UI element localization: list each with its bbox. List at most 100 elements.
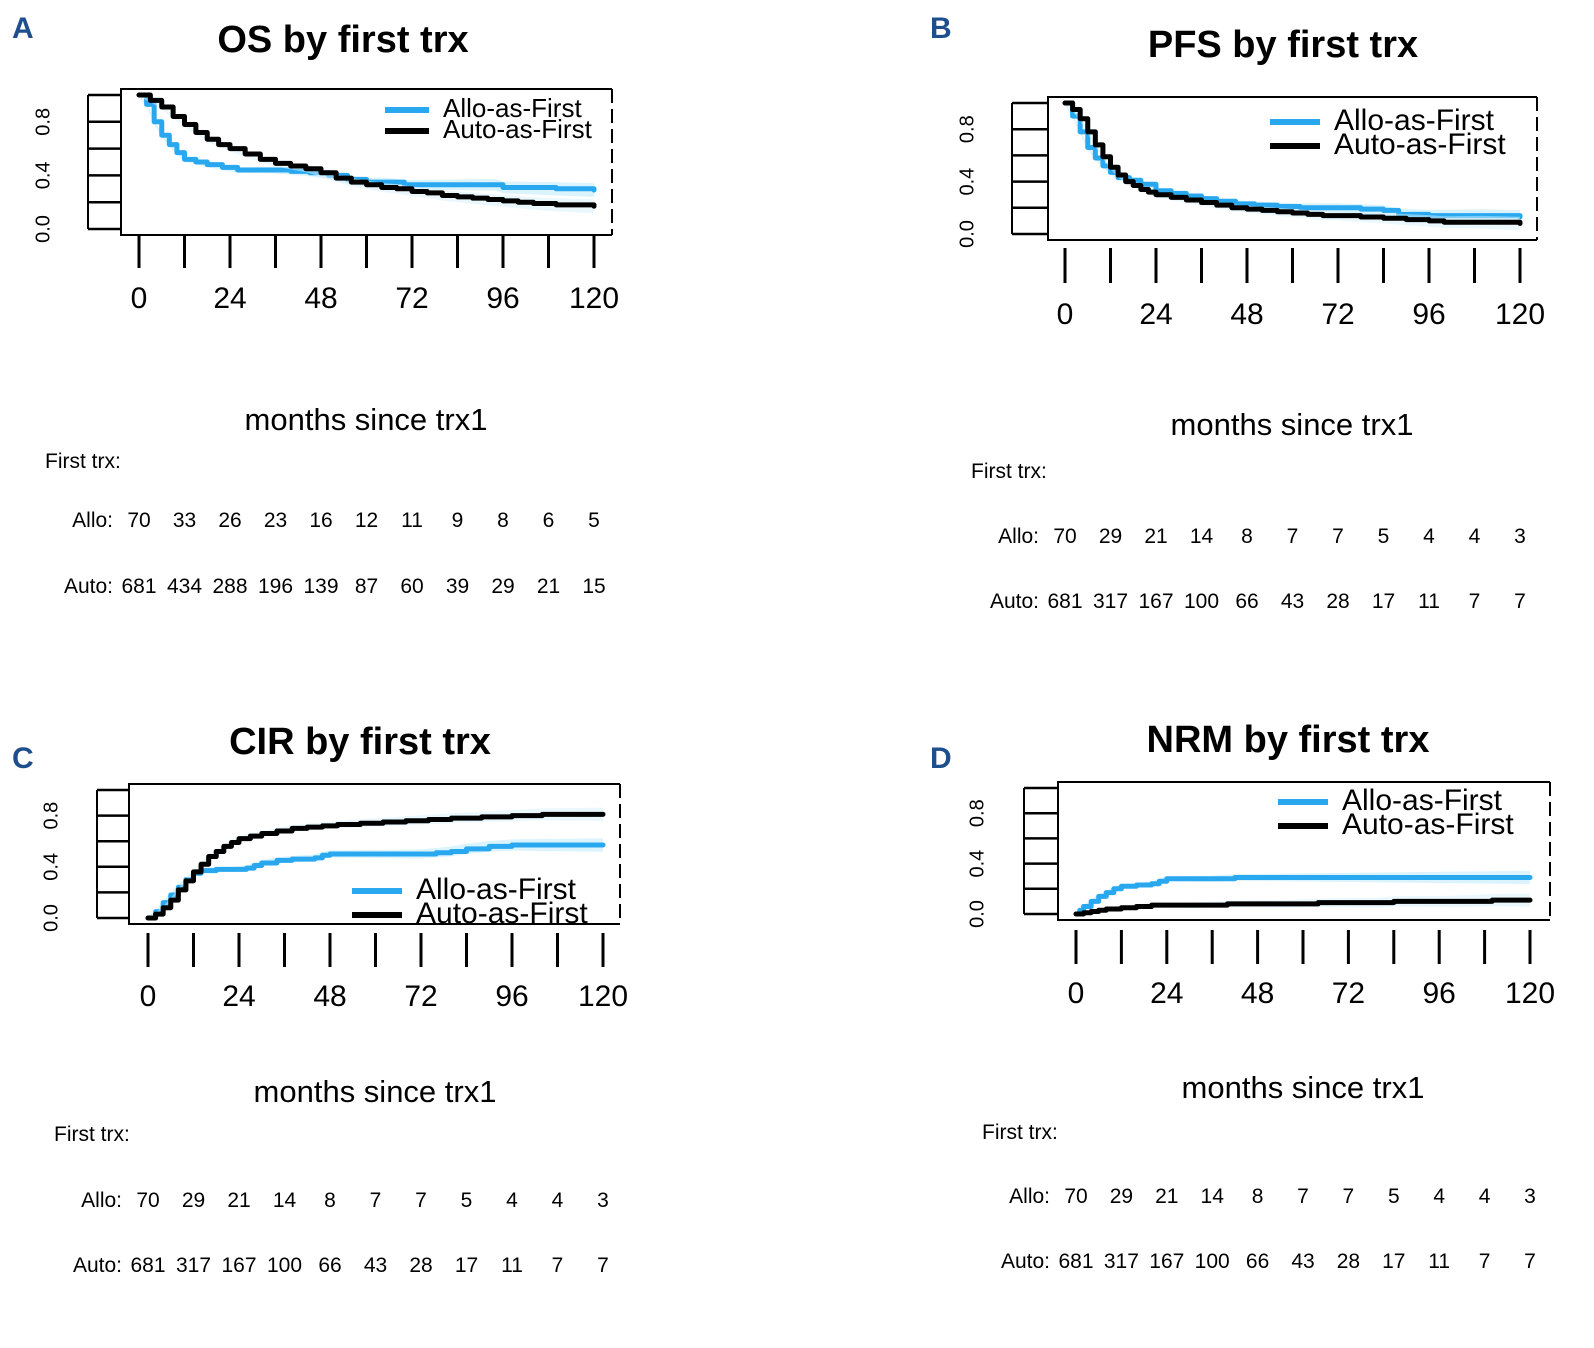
risk-count: 21 (227, 1189, 250, 1212)
risk-count: 8 (497, 509, 509, 532)
risk-count: 288 (212, 575, 247, 598)
risk-count: 4 (506, 1189, 518, 1212)
risk-count: 70 (127, 509, 150, 532)
x-tick-label: 72 (1321, 298, 1354, 331)
y-tick-label: 0.0 (40, 904, 62, 932)
risk-count: 317 (1093, 590, 1128, 613)
panel-a: A OS by first trx 0.0 0.4 0.8 0 24 48 72 96 120 mo… (0, 0, 790, 640)
risk-count: 7 (370, 1189, 382, 1212)
risk-count: 8 (324, 1189, 336, 1212)
y-tick-label: 0.4 (40, 853, 62, 881)
risk-count: 5 (1378, 525, 1390, 548)
risk-count: 28 (1337, 1250, 1360, 1273)
risk-count: 7 (1297, 1185, 1309, 1208)
risk-count: 6 (543, 509, 555, 532)
risk-count: 43 (1281, 590, 1304, 613)
risk-count: 434 (167, 575, 202, 598)
risk-count: 39 (446, 575, 469, 598)
risk-count: 3 (1514, 525, 1526, 548)
x-tick-label: 120 (569, 282, 619, 315)
risk-count: 29 (1099, 525, 1122, 548)
series-line-allo (145, 842, 606, 921)
risk-count: 4 (552, 1189, 564, 1212)
x-tick-label: 0 (140, 980, 157, 1013)
legend-label: Auto-as-First (1334, 128, 1506, 161)
legend-label: Auto-as-First (1342, 808, 1514, 841)
risk-count: 4 (1469, 525, 1481, 548)
risk-row-label: Auto: (64, 575, 113, 598)
x-tick-label: 48 (304, 282, 337, 315)
y-tick-label: 0.8 (956, 115, 978, 143)
risk-count: 5 (588, 509, 600, 532)
x-tick-label: 0 (1057, 298, 1074, 331)
risk-count: 14 (1190, 525, 1214, 548)
x-axis-label: months since trx1 (1171, 407, 1414, 442)
legend-label: Auto-as-First (443, 114, 593, 144)
x-tick-label: 120 (1495, 298, 1545, 331)
risk-count: 681 (130, 1254, 165, 1277)
confidence-band (1076, 870, 1530, 914)
risk-count: 9 (452, 509, 464, 532)
risk-count: 11 (501, 1254, 523, 1277)
legend-label: Allo-as-First (1334, 104, 1495, 137)
risk-count: 87 (355, 575, 378, 598)
x-tick-label: 0 (131, 282, 148, 315)
y-tick-label: 0.4 (32, 161, 54, 189)
risk-table-header: First trx: (982, 1121, 1058, 1144)
risk-count: 11 (401, 509, 423, 532)
y-tick-label: 0.4 (956, 168, 978, 196)
panel-letter-d: D (930, 742, 952, 775)
risk-count: 60 (400, 575, 423, 598)
risk-count: 26 (218, 509, 241, 532)
y-tick-label: 0.4 (966, 850, 988, 878)
risk-count: 11 (1418, 590, 1440, 613)
risk-count: 7 (1343, 1185, 1355, 1208)
risk-count: 66 (318, 1254, 341, 1277)
risk-row-label: Allo: (998, 525, 1039, 548)
series-line-auto (136, 92, 597, 209)
y-tick-label: 0.8 (32, 108, 54, 136)
legend-label: Allo-as-First (1342, 784, 1503, 817)
risk-count: 23 (264, 509, 287, 532)
risk-count: 29 (182, 1189, 205, 1212)
risk-count: 28 (1326, 590, 1349, 613)
x-tick-label: 120 (1505, 977, 1555, 1010)
risk-count: 167 (1149, 1250, 1184, 1273)
risk-count: 681 (1058, 1250, 1093, 1273)
panel-letter-b: B (930, 12, 952, 45)
risk-count: 12 (355, 509, 378, 532)
y-tick-label: 0.8 (966, 799, 988, 827)
x-tick-label: 72 (395, 282, 428, 315)
x-tick-label: 96 (495, 980, 528, 1013)
risk-count: 167 (221, 1254, 256, 1277)
legend-label: Auto-as-First (416, 897, 588, 930)
risk-count: 5 (461, 1189, 473, 1212)
risk-count: 14 (273, 1189, 297, 1212)
risk-count: 7 (1469, 590, 1481, 613)
series-line-auto (1073, 897, 1533, 917)
series-line-auto (1062, 100, 1523, 227)
risk-count: 681 (121, 575, 156, 598)
risk-count: 100 (1195, 1250, 1230, 1273)
plot-frame (128, 783, 620, 925)
risk-count: 29 (491, 575, 514, 598)
risk-row-label: Allo: (72, 509, 113, 532)
risk-count: 3 (597, 1189, 609, 1212)
risk-row-label: Allo: (81, 1189, 122, 1212)
x-tick-label: 96 (1423, 977, 1456, 1010)
risk-count: 167 (1138, 590, 1173, 613)
x-tick-label: 72 (1332, 977, 1365, 1010)
risk-count: 196 (258, 575, 293, 598)
risk-count: 8 (1252, 1185, 1264, 1208)
risk-count: 100 (1184, 590, 1219, 613)
risk-count: 139 (303, 575, 338, 598)
x-tick-label: 24 (222, 980, 255, 1013)
panel-d: D NRM by first trx 0.0 0.4 0.8 0 24 48 72 96 120 m… (926, 706, 1594, 1346)
chart-title: OS by first trx (217, 19, 468, 61)
risk-count: 70 (1053, 525, 1076, 548)
panel-c: C CIR by first trx 0.0 0.4 0.8 0 24 48 72 96 120 m… (0, 708, 790, 1348)
risk-row-label: Allo: (1009, 1185, 1050, 1208)
